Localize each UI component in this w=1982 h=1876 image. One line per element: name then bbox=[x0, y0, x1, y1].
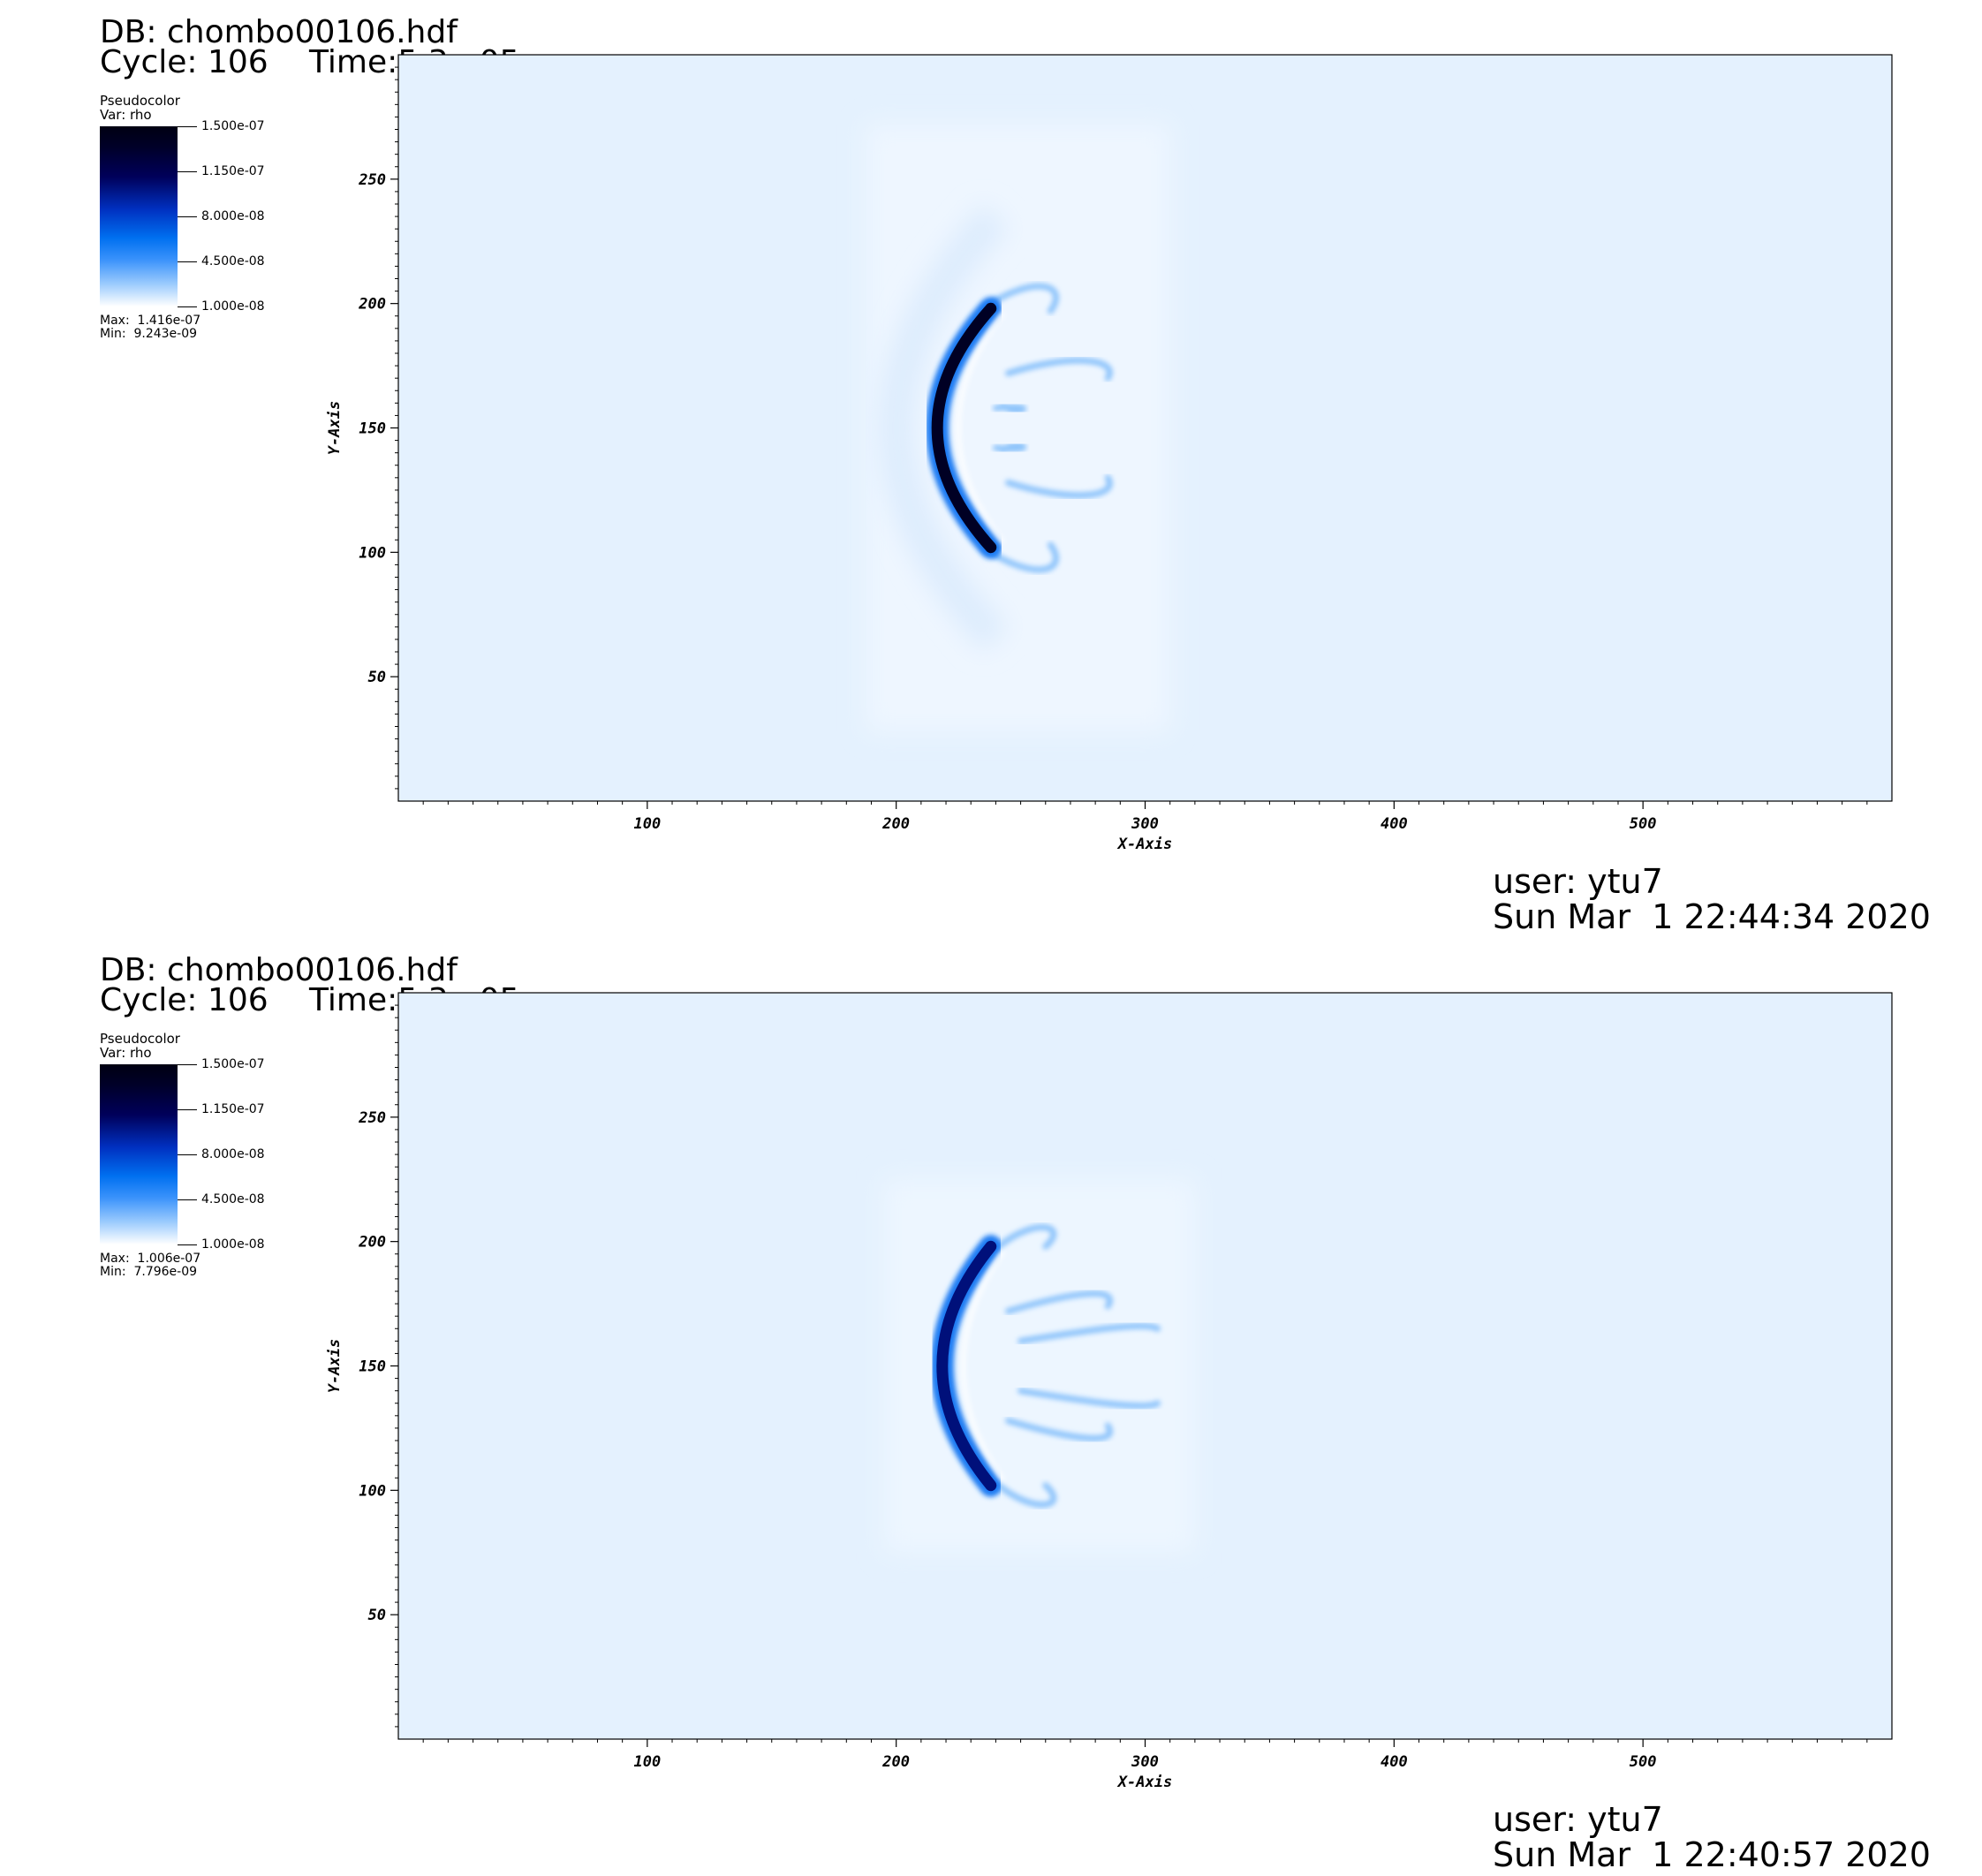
y-tick-label: 200 bbox=[358, 296, 386, 314]
colorbar-tick bbox=[178, 171, 197, 172]
colorbar-tick-label: 1.000e-08 bbox=[201, 1237, 265, 1252]
density-filament bbox=[992, 1223, 1057, 1252]
density-halo bbox=[866, 124, 1170, 732]
density-front-core bbox=[931, 302, 997, 554]
density-filament bbox=[980, 541, 1059, 573]
heatmap-field bbox=[883, 1179, 1195, 1553]
density-filament bbox=[992, 402, 1027, 414]
legend-title: Pseudocolor bbox=[100, 1031, 180, 1047]
legend-min: Min: 9.243e-09 bbox=[100, 327, 198, 341]
heatmap-plot: 100 200 300 400 500 50 100 150 200 250 X-Axis Y-Axi… bbox=[326, 992, 1893, 1791]
y-tick-label: 150 bbox=[359, 420, 386, 438]
x-tick-label: 200 bbox=[881, 815, 910, 833]
legend-max: Max: 1.416e-07 bbox=[100, 314, 201, 328]
x-axis-label: X-Axis bbox=[1116, 836, 1172, 853]
date-label: Sun Mar 1 22:40:57 2020 bbox=[1493, 1835, 1931, 1874]
density-halo bbox=[883, 1179, 1195, 1553]
density-filament bbox=[1017, 1322, 1161, 1344]
x-tick-label: 100 bbox=[633, 815, 661, 833]
legend-min: Min: 7.796e-09 bbox=[100, 1265, 198, 1279]
cycle-label: Cycle: 106 bbox=[100, 44, 269, 80]
colorbar-tick-label: 1.000e-08 bbox=[201, 299, 265, 314]
colorbar-tick-label: 1.150e-07 bbox=[201, 1102, 265, 1116]
date-label: Sun Mar 1 22:44:34 2020 bbox=[1493, 897, 1931, 936]
density-filament bbox=[1017, 1388, 1161, 1410]
colorbar-tick-label: 4.500e-08 bbox=[201, 1192, 265, 1207]
user-label: user: ytu7 bbox=[1493, 862, 1663, 901]
x-tick-label: 200 bbox=[881, 1753, 910, 1771]
colorbar bbox=[100, 1064, 178, 1244]
x-tick-label: 300 bbox=[1131, 1753, 1159, 1771]
x-tick-label: 300 bbox=[1131, 815, 1159, 833]
density-filament bbox=[1004, 1290, 1113, 1315]
colorbar-tick bbox=[178, 1199, 197, 1200]
density-front-edge bbox=[957, 312, 1005, 544]
heatmap-plot: 100 200 300 400 500 50 100 150 200 250 X-Axis Y-Axi… bbox=[326, 54, 1893, 853]
legend-variable: Var: rho bbox=[100, 1045, 152, 1061]
y-axis-label: Y-Axis bbox=[326, 401, 344, 455]
colorbar-tick bbox=[178, 306, 197, 307]
density-filament bbox=[1004, 474, 1113, 499]
x-axis-label: X-Axis bbox=[1116, 1774, 1172, 1791]
x-tick-label: 100 bbox=[633, 1753, 661, 1771]
colorbar-tick-label: 1.500e-07 bbox=[201, 1057, 265, 1071]
legend-title: Pseudocolor bbox=[100, 93, 180, 109]
colorbar-tick bbox=[178, 216, 197, 217]
user-label: user: ytu7 bbox=[1493, 1800, 1663, 1839]
y-tick-label: 150 bbox=[359, 1358, 386, 1376]
y-tick-label: 250 bbox=[358, 1109, 386, 1127]
colorbar-tick-label: 8.000e-08 bbox=[201, 1147, 265, 1161]
x-tick-label: 500 bbox=[1630, 1753, 1657, 1771]
colorbar-tick-label: 8.000e-08 bbox=[201, 209, 265, 223]
colorbar-tick bbox=[178, 261, 197, 262]
colorbar-tick bbox=[178, 1109, 197, 1110]
y-tick-label: 200 bbox=[358, 1234, 386, 1252]
database-label: DB: chombo00106.hdf bbox=[100, 952, 458, 988]
density-filament bbox=[992, 1479, 1057, 1509]
density-filament bbox=[992, 442, 1027, 454]
colorbar-tick bbox=[178, 1154, 197, 1155]
density-filament bbox=[1004, 1417, 1113, 1441]
colorbar-tick-label: 4.500e-08 bbox=[201, 254, 265, 269]
density-filament bbox=[980, 283, 1059, 314]
database-label: DB: chombo00106.hdf bbox=[100, 14, 458, 50]
cycle-label: Cycle: 106 bbox=[100, 982, 269, 1018]
plot-panel-top: DB: chombo00106.hdf Cycle: 106 Time:5.3e… bbox=[0, 0, 1982, 936]
density-front-core bbox=[936, 1240, 997, 1492]
y-tick-label: 250 bbox=[358, 171, 386, 189]
x-tick-label: 400 bbox=[1381, 1753, 1408, 1771]
colorbar-tick bbox=[178, 1064, 197, 1065]
y-axis-label: Y-Axis bbox=[326, 1339, 344, 1393]
y-tick-label: 100 bbox=[359, 1482, 386, 1500]
plot-panel-bottom: DB: chombo00106.hdf Cycle: 106 Time:5.3e… bbox=[0, 938, 1982, 1874]
legend-variable: Var: rho bbox=[100, 107, 152, 123]
x-tick-label: 400 bbox=[1381, 815, 1408, 833]
y-tick-label: 100 bbox=[359, 544, 386, 562]
density-halo bbox=[878, 204, 1009, 652]
y-tick-label: 50 bbox=[368, 669, 386, 686]
density-filament bbox=[1004, 357, 1113, 382]
colorbar-tick bbox=[178, 1244, 197, 1245]
colorbar bbox=[100, 126, 178, 306]
x-tick-label: 500 bbox=[1630, 815, 1657, 833]
heatmap-field bbox=[866, 124, 1170, 732]
y-tick-label: 50 bbox=[368, 1607, 386, 1624]
colorbar-tick-label: 1.500e-07 bbox=[201, 119, 265, 133]
legend-max: Max: 1.006e-07 bbox=[100, 1252, 201, 1266]
colorbar-tick-label: 1.150e-07 bbox=[201, 164, 265, 178]
colorbar-tick bbox=[178, 126, 197, 127]
density-front-edge bbox=[961, 1250, 1005, 1482]
